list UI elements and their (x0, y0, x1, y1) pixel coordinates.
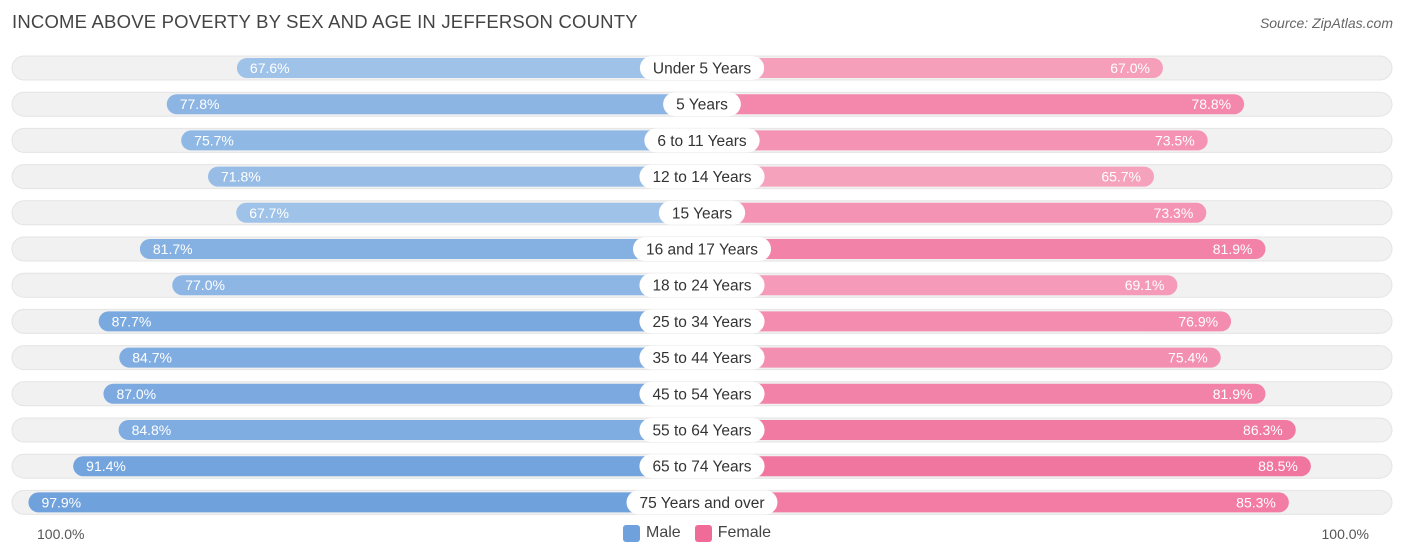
female-bar (702, 492, 1289, 513)
female-value-label: 67.0% (1110, 60, 1150, 76)
category-label: 25 to 34 Years (652, 314, 751, 331)
male-bar (208, 166, 703, 187)
axis-right-label: 100.0% (1321, 526, 1369, 542)
female-value-label: 73.3% (1154, 205, 1194, 221)
male-value-label: 87.7% (112, 313, 152, 329)
female-value-label: 73.5% (1155, 132, 1195, 148)
female-bar (702, 275, 1178, 296)
female-value-label: 69.1% (1125, 277, 1165, 293)
male-value-label: 84.7% (132, 350, 172, 366)
category-label: 5 Years (676, 97, 728, 114)
category-label: 55 to 64 Years (652, 423, 751, 440)
male-bar (172, 275, 703, 296)
legend-swatch-male (623, 524, 640, 542)
male-value-label: 75.7% (194, 132, 234, 148)
female-bar (702, 347, 1221, 368)
category-label: 18 to 24 Years (652, 278, 751, 295)
category-label: 35 to 44 Years (652, 350, 751, 367)
female-bar (702, 311, 1232, 332)
female-value-label: 78.8% (1191, 96, 1231, 112)
male-bar (103, 383, 702, 404)
legend-swatch-female (694, 524, 712, 542)
female-bar (702, 456, 1311, 477)
male-bar (139, 239, 703, 259)
female-value-label: 75.4% (1168, 350, 1208, 366)
category-pill (639, 345, 765, 370)
category-pill (639, 418, 765, 442)
source-label: Source: ZipAtlas.com (1259, 15, 1393, 31)
category-label: 6 to 11 Years (657, 133, 747, 150)
male-value-label: 97.9% (41, 494, 81, 510)
male-value-label: 67.6% (250, 60, 290, 76)
category-pill (658, 200, 746, 225)
female-value-label: 65.7% (1101, 169, 1141, 185)
category-label: 65 to 74 Years (652, 459, 751, 476)
male-value-label: 77.0% (185, 277, 225, 293)
male-value-label: 81.7% (153, 241, 193, 257)
female-value-label: 76.9% (1178, 313, 1218, 329)
female-value-label: 81.9% (1213, 386, 1253, 402)
legend-item-female[interactable]: Female (694, 524, 772, 542)
legend-label-female: Female (717, 524, 772, 541)
male-bar (236, 58, 703, 78)
category-label: 15 Years (672, 205, 733, 222)
category-label: Under 5 Years (653, 61, 751, 78)
category-pill (639, 381, 765, 406)
category-pill (639, 454, 765, 479)
male-value-label: 91.4% (86, 458, 126, 474)
male-bar (28, 492, 703, 513)
category-pill (639, 56, 765, 80)
female-bar (702, 239, 1266, 259)
female-bar (702, 166, 1155, 187)
male-value-label: 87.0% (116, 386, 156, 402)
category-pill (626, 490, 778, 515)
female-value-label: 85.3% (1236, 494, 1276, 510)
category-label: 75 Years and over (640, 495, 765, 512)
category-label: 45 to 54 Years (652, 386, 751, 403)
male-bar (236, 202, 702, 223)
male-bar (98, 311, 702, 332)
category-pill (663, 92, 741, 117)
female-value-label: 81.9% (1213, 241, 1253, 257)
category-pill (644, 128, 760, 153)
axis-left-label: 100.0% (37, 526, 85, 542)
male-bar (166, 94, 703, 115)
male-bar (119, 347, 703, 368)
category-pill (639, 164, 765, 189)
female-bar (702, 420, 1296, 440)
male-bar (73, 456, 703, 477)
legend-label-male: Male (646, 524, 681, 541)
category-pill (632, 237, 772, 261)
female-bar (702, 383, 1266, 404)
female-bar (702, 94, 1245, 115)
female-bar (702, 130, 1208, 151)
male-value-label: 84.8% (132, 422, 172, 438)
male-bar (181, 130, 702, 151)
male-bar (118, 420, 703, 440)
chart-svg: 67.6% 67.0% Under 5 Years 77.8% 78.8% 5 Years… (11, 55, 1393, 515)
category-pill (639, 309, 765, 334)
female-bar (702, 58, 1163, 78)
male-value-label: 77.8% (180, 96, 220, 112)
category-label: 12 to 14 Years (652, 169, 751, 186)
female-bar (702, 202, 1207, 223)
category-label: 16 and 17 Years (646, 242, 758, 259)
legend: Male Female (623, 524, 785, 542)
legend-item-male[interactable]: Male (623, 524, 681, 542)
female-value-label: 86.3% (1243, 422, 1283, 438)
female-value-label: 88.5% (1258, 458, 1298, 474)
chart-title: INCOME ABOVE POVERTY BY SEX AND AGE IN J… (12, 11, 638, 32)
male-value-label: 67.7% (249, 205, 289, 221)
category-pill (639, 273, 765, 298)
male-value-label: 71.8% (221, 169, 261, 185)
